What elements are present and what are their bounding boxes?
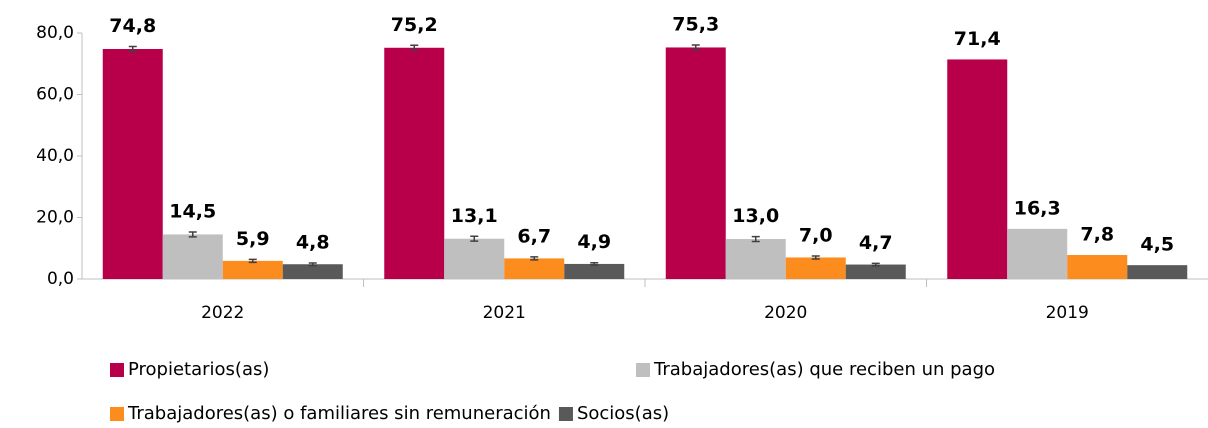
value-label: 71,4 <box>954 28 1001 50</box>
bar <box>564 263 625 279</box>
legend-swatch <box>636 363 650 377</box>
bar <box>845 264 906 279</box>
x-tick-label: 2021 <box>483 303 526 323</box>
error-bar <box>691 44 700 51</box>
y-tick-label: 0,0 <box>47 269 74 289</box>
value-label: 5,9 <box>236 228 270 250</box>
x-tick-label: 2019 <box>1046 303 1089 323</box>
y-tick-label: 80,0 <box>36 23 74 43</box>
error-bar <box>188 231 197 238</box>
value-label: 4,7 <box>859 232 893 254</box>
bar <box>725 239 786 279</box>
bar <box>785 257 846 279</box>
bar <box>1127 265 1188 279</box>
error-bar <box>470 235 479 242</box>
error-bar <box>751 235 760 243</box>
value-label: 7,0 <box>799 224 833 246</box>
value-label: 16,3 <box>1014 197 1061 219</box>
legend-swatch <box>110 363 124 377</box>
bar <box>1007 228 1068 279</box>
error-bar <box>248 258 257 264</box>
error-bar <box>410 44 419 51</box>
legend-label: Trabajadores(as) o familiares sin remune… <box>127 403 551 424</box>
legend-label: Propietarios(as) <box>128 359 269 380</box>
bar <box>444 238 505 279</box>
value-label: 4,8 <box>296 232 330 254</box>
error-bar <box>530 256 539 261</box>
bar <box>1067 255 1128 279</box>
y-tick-label: 20,0 <box>36 208 74 228</box>
legend-label: Socios(as) <box>577 403 669 424</box>
y-tick-label: 40,0 <box>36 146 74 166</box>
value-label: 4,9 <box>577 231 611 253</box>
error-bar <box>590 261 599 266</box>
value-label: 14,5 <box>169 200 216 222</box>
bar <box>504 258 565 279</box>
x-tick-label: 2022 <box>201 303 244 323</box>
y-tick-label: 60,0 <box>36 85 74 105</box>
value-label: 13,0 <box>732 205 779 227</box>
legend-swatch <box>110 407 124 421</box>
value-label: 6,7 <box>517 225 551 247</box>
bar <box>384 47 445 280</box>
value-label: 13,1 <box>451 205 498 227</box>
bar <box>665 47 726 279</box>
bar <box>102 48 163 279</box>
value-label: 4,5 <box>1140 234 1174 256</box>
bar <box>947 59 1008 279</box>
error-bar <box>128 45 137 53</box>
value-label: 74,8 <box>109 15 156 37</box>
x-tick-label: 2020 <box>764 303 807 323</box>
error-bar <box>811 255 820 260</box>
value-label: 75,2 <box>391 14 438 36</box>
legend-label: Trabajadores(as) que reciben un pago <box>653 359 995 380</box>
value-label: 75,3 <box>672 13 719 35</box>
error-bar <box>308 262 317 267</box>
error-bar <box>871 262 880 267</box>
legend-swatch <box>558 407 573 421</box>
bar <box>282 264 343 279</box>
value-label: 7,8 <box>1080 224 1114 246</box>
bar <box>222 260 283 279</box>
bar <box>162 234 223 279</box>
